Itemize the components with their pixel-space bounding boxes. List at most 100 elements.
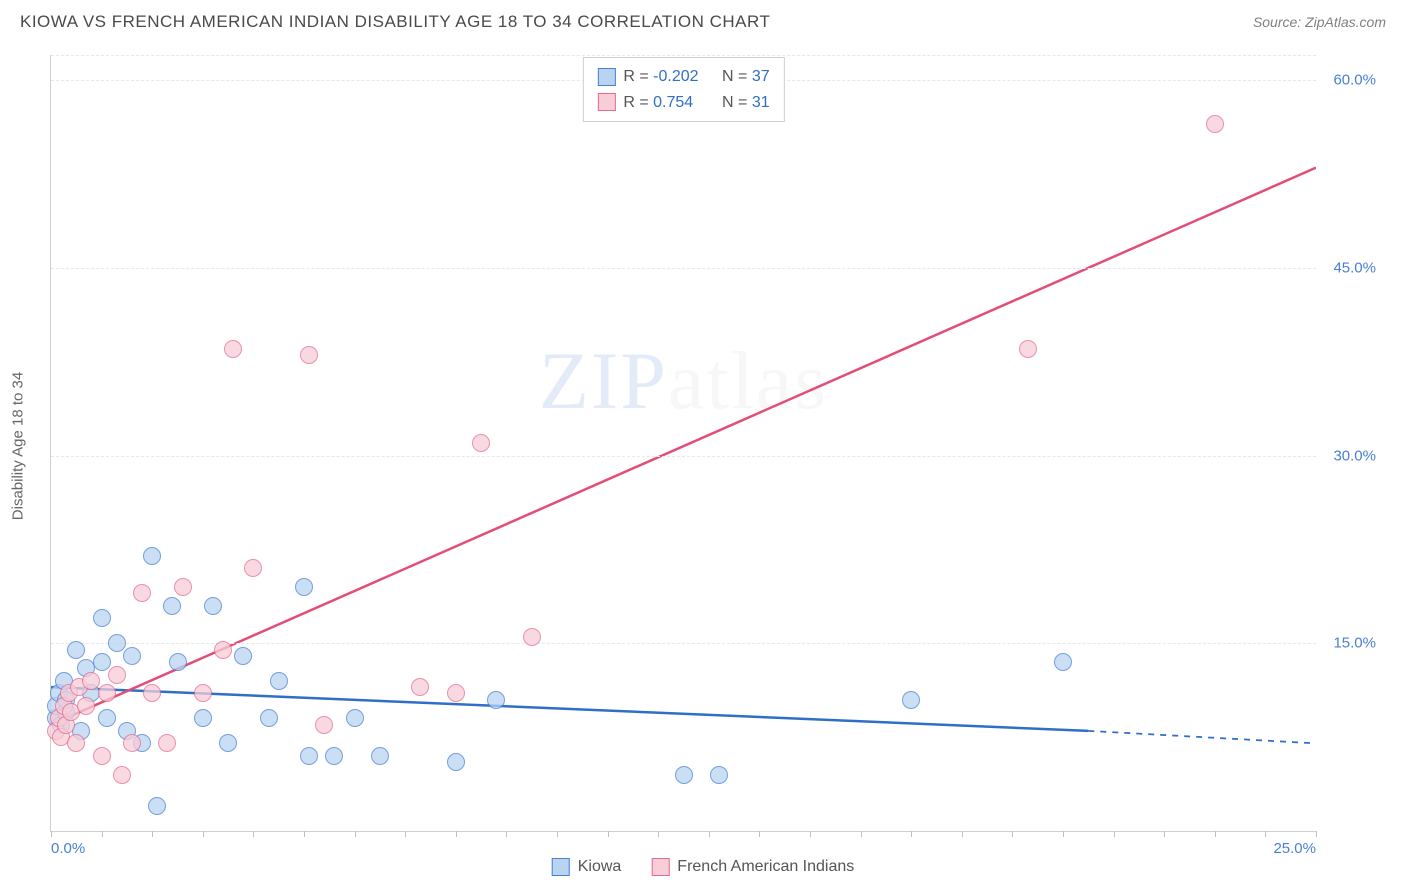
data-point (67, 734, 85, 752)
grid-line (51, 456, 1316, 457)
trend-lines (51, 55, 1316, 831)
data-point (143, 684, 161, 702)
data-point (143, 547, 161, 565)
x-tick (203, 831, 204, 837)
x-tick (152, 831, 153, 837)
legend-swatch (597, 93, 615, 111)
data-point (93, 747, 111, 765)
data-point (67, 641, 85, 659)
watermark-bold: ZIP (539, 335, 668, 426)
header: KIOWA VS FRENCH AMERICAN INDIAN DISABILI… (0, 0, 1406, 40)
x-tick (102, 831, 103, 837)
x-tick (1063, 831, 1064, 837)
legend-label: Kiowa (578, 858, 622, 876)
data-point (295, 578, 313, 596)
data-point (244, 559, 262, 577)
data-point (902, 691, 920, 709)
x-tick (1114, 831, 1115, 837)
data-point (163, 597, 181, 615)
data-point (1019, 340, 1037, 358)
data-point (98, 684, 116, 702)
data-point (300, 747, 318, 765)
data-point (82, 672, 100, 690)
series-legend: Kiowa French American Indians (552, 858, 855, 876)
x-tick (709, 831, 710, 837)
x-tick (1265, 831, 1266, 837)
legend-swatch (552, 858, 570, 876)
x-tick (1164, 831, 1165, 837)
x-tick (1012, 831, 1013, 837)
data-point (1206, 115, 1224, 133)
legend-label: French American Indians (677, 858, 854, 876)
data-point (98, 709, 116, 727)
data-point (148, 797, 166, 815)
legend-swatch (597, 68, 615, 86)
x-tick (1316, 831, 1317, 837)
data-point (169, 653, 187, 671)
data-point (270, 672, 288, 690)
data-point (113, 766, 131, 784)
data-point (472, 434, 490, 452)
data-point (487, 691, 505, 709)
x-tick (506, 831, 507, 837)
data-point (346, 709, 364, 727)
data-point (174, 578, 192, 596)
data-point (260, 709, 278, 727)
x-tick (759, 831, 760, 837)
data-point (523, 628, 541, 646)
data-point (315, 716, 333, 734)
y-tick-label: 60.0% (1333, 72, 1376, 89)
x-tick (405, 831, 406, 837)
data-point (710, 766, 728, 784)
scatter-chart: ZIPatlas R = -0.202 N = 37R = 0.754 N = … (50, 55, 1316, 832)
data-point (411, 678, 429, 696)
x-tick (962, 831, 963, 837)
data-point (371, 747, 389, 765)
y-tick-label: 45.0% (1333, 259, 1376, 276)
grid-line (51, 643, 1316, 644)
x-tick (557, 831, 558, 837)
data-point (224, 340, 242, 358)
data-point (123, 647, 141, 665)
data-point (1054, 653, 1072, 671)
x-tick (608, 831, 609, 837)
y-tick-label: 15.0% (1333, 635, 1376, 652)
data-point (108, 634, 126, 652)
source-attribution: Source: ZipAtlas.com (1253, 14, 1386, 30)
x-tick (304, 831, 305, 837)
data-point (325, 747, 343, 765)
x-tick (861, 831, 862, 837)
x-tick (911, 831, 912, 837)
x-tick (253, 831, 254, 837)
data-point (204, 597, 222, 615)
data-point (447, 753, 465, 771)
grid-line (51, 55, 1316, 56)
legend-stats: R = 0.754 N = 31 (623, 90, 769, 116)
data-point (234, 647, 252, 665)
correlation-legend: R = -0.202 N = 37R = 0.754 N = 31 (582, 57, 784, 122)
x-tick (810, 831, 811, 837)
data-point (93, 609, 111, 627)
watermark-light: atlas (668, 335, 828, 426)
x-tick (1215, 831, 1216, 837)
x-tick (456, 831, 457, 837)
data-point (194, 684, 212, 702)
data-point (675, 766, 693, 784)
legend-stats: R = -0.202 N = 37 (623, 64, 769, 90)
legend-row: R = 0.754 N = 31 (597, 90, 769, 116)
y-tick-label: 30.0% (1333, 447, 1376, 464)
x-tick (51, 831, 52, 837)
x-tick (658, 831, 659, 837)
data-point (194, 709, 212, 727)
chart-title: KIOWA VS FRENCH AMERICAN INDIAN DISABILI… (20, 12, 770, 32)
legend-swatch (651, 858, 669, 876)
data-point (219, 734, 237, 752)
x-tick-label: 0.0% (51, 840, 85, 857)
data-point (108, 666, 126, 684)
data-point (123, 734, 141, 752)
data-point (300, 346, 318, 364)
data-point (93, 653, 111, 671)
grid-line (51, 268, 1316, 269)
data-point (214, 641, 232, 659)
legend-item: Kiowa (552, 858, 622, 876)
